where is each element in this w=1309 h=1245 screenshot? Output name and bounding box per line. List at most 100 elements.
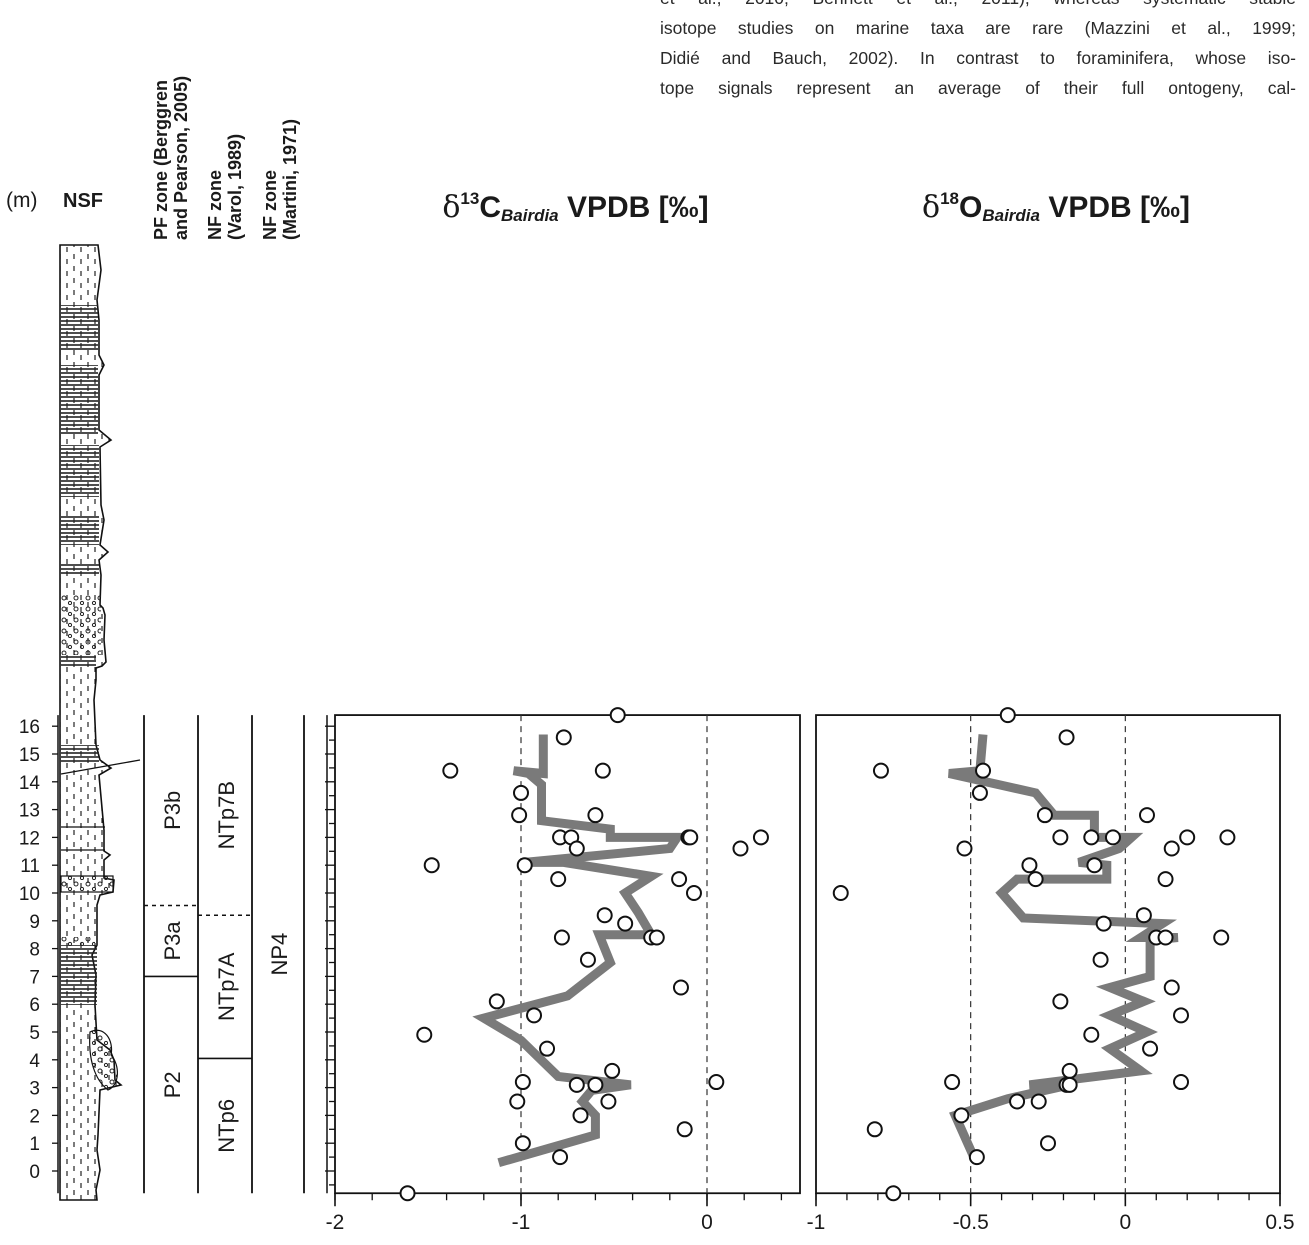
data-point <box>1029 872 1043 886</box>
data-point <box>970 1150 984 1164</box>
data-point <box>1053 830 1067 844</box>
data-point <box>1063 1064 1077 1078</box>
data-point <box>709 1075 723 1089</box>
data-point <box>945 1075 959 1089</box>
depth-unit-label: (m) <box>6 189 37 212</box>
data-point <box>954 1108 968 1122</box>
data-point <box>834 886 848 900</box>
data-point <box>514 786 528 800</box>
data-point <box>683 830 697 844</box>
data-point <box>518 858 532 872</box>
data-point <box>1097 917 1111 931</box>
x-tick-label: 0 <box>701 1211 713 1234</box>
zone-label-group: P3a <box>160 921 185 961</box>
depth-tick-label: 6 <box>29 995 40 1016</box>
data-point <box>611 708 625 722</box>
data-point <box>1174 1008 1188 1022</box>
depth-tick-label: 16 <box>19 717 40 738</box>
data-point <box>1084 830 1098 844</box>
data-point <box>598 908 612 922</box>
data-point <box>1010 1095 1024 1109</box>
data-point <box>401 1186 415 1200</box>
pf-zone-header-line2: and Pearson, 2005) <box>171 76 191 240</box>
x-tick-label: -1 <box>512 1211 531 1234</box>
nf-martini-header-line1: NF zone <box>260 170 280 240</box>
data-point <box>754 830 768 844</box>
nsf-header: NSF <box>63 190 103 212</box>
panel-title-part: C <box>479 191 501 224</box>
panel-title-part: δ <box>442 190 460 225</box>
data-point <box>516 1136 530 1150</box>
depth-tick-label: 0 <box>29 1162 40 1183</box>
isotope-panel: δ13CBairdia VPDB [‰] -2 -1 0 <box>325 189 800 1234</box>
data-point <box>1180 830 1194 844</box>
data-point <box>1165 981 1179 995</box>
depth-tick-label: 5 <box>29 1023 40 1044</box>
data-point <box>601 1095 615 1109</box>
data-point <box>674 981 688 995</box>
data-point <box>1060 730 1074 744</box>
data-point <box>605 1064 619 1078</box>
data-point <box>1063 1078 1077 1092</box>
panel-frame <box>335 715 800 1193</box>
x-tick-label: -1 <box>807 1211 826 1234</box>
data-point <box>874 764 888 778</box>
data-point <box>1084 1028 1098 1042</box>
data-point <box>490 994 504 1008</box>
zone-label: NTp7B <box>214 781 239 849</box>
data-point <box>581 953 595 967</box>
zone-label-group: NTp6 <box>214 1099 239 1153</box>
panel-title-part: 18 <box>940 189 959 208</box>
data-point <box>527 1008 541 1022</box>
depth-tick-label: 7 <box>29 967 40 988</box>
zone-label-group: P3b <box>160 791 185 830</box>
data-point <box>886 1186 900 1200</box>
data-point <box>976 764 990 778</box>
data-point <box>557 730 571 744</box>
data-point <box>1106 830 1120 844</box>
nf-varol-header-line1: NF zone <box>205 170 225 240</box>
data-point <box>417 1028 431 1042</box>
data-point <box>687 886 701 900</box>
data-point <box>512 808 526 822</box>
zone-label-group: NTp7A <box>214 952 239 1021</box>
data-point <box>570 842 584 856</box>
depth-tick-label: 8 <box>29 940 40 961</box>
x-tick-label: -2 <box>326 1211 345 1234</box>
zone-label: NTp6 <box>214 1099 239 1153</box>
depth-tick-label: 4 <box>29 1051 40 1072</box>
data-point <box>1087 858 1101 872</box>
data-point <box>678 1122 692 1136</box>
depth-tick-label: 10 <box>19 884 40 905</box>
data-point <box>1214 930 1228 944</box>
data-point <box>1159 930 1173 944</box>
pf-zone-header-line1: PF zone (Berggren <box>151 80 171 240</box>
zone-label-group: NTp7B <box>214 781 239 849</box>
data-point <box>1038 808 1052 822</box>
data-point <box>1001 708 1015 722</box>
lithologic-log <box>60 245 140 1200</box>
data-point <box>1022 858 1036 872</box>
zone-label: P3b <box>160 791 185 830</box>
depth-tick-label: 1 <box>29 1134 40 1155</box>
data-point <box>596 764 610 778</box>
depth-tick-label: 14 <box>19 773 41 794</box>
data-point <box>1041 1136 1055 1150</box>
depth-tick-label: 15 <box>19 745 40 766</box>
data-point <box>1220 830 1234 844</box>
panel-frame <box>816 715 1280 1193</box>
data-point <box>1137 908 1151 922</box>
zone-label: P2 <box>160 1071 185 1098</box>
panel-title-part: O <box>959 191 982 224</box>
data-point <box>868 1122 882 1136</box>
data-point <box>588 1078 602 1092</box>
panel-title-part: Bairdia <box>982 206 1040 225</box>
x-tick-label: 0.5 <box>1265 1211 1294 1234</box>
panel-title-part: 13 <box>460 189 479 208</box>
zonation-columns: P2P3aP3bNTp6NTp7ANTp7BNP4 <box>144 715 304 1193</box>
data-point <box>588 808 602 822</box>
panel-title-part: Bairdia <box>501 206 559 225</box>
data-point <box>510 1095 524 1109</box>
panel-title: δ18OBairdia VPDB [‰] <box>922 189 1190 225</box>
depth-tick-label: 12 <box>19 828 40 849</box>
